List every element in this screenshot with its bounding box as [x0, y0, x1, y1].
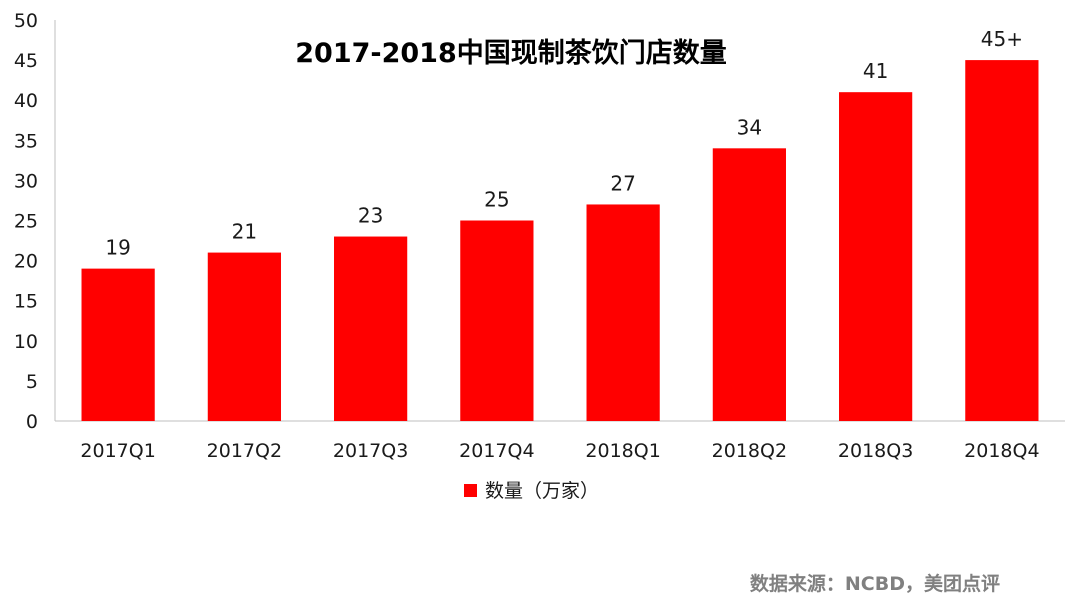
- y-tick-label: 15: [14, 291, 38, 313]
- data-labels: 19 21 23 25 27 34 41 45+: [105, 27, 1023, 260]
- y-tick-label: 0: [26, 411, 38, 433]
- x-tick-label: 2017Q1: [80, 440, 155, 462]
- data-label: 27: [610, 171, 635, 195]
- y-tick-label: 20: [14, 251, 38, 273]
- y-tick-label: 25: [14, 211, 38, 233]
- x-tick-label: 2018Q1: [585, 440, 660, 462]
- x-tick-label: 2017Q4: [459, 440, 534, 462]
- y-tick-label: 5: [26, 371, 38, 393]
- bar: [586, 204, 660, 421]
- x-tick-label: 2018Q4: [964, 440, 1039, 462]
- y-tick-label: 50: [14, 10, 38, 32]
- bar: [334, 236, 408, 421]
- x-tick-label: 2018Q2: [712, 440, 787, 462]
- data-label: 41: [863, 59, 888, 83]
- x-axis-ticks: 2017Q1 2017Q2 2017Q3 2017Q4 2018Q1 2018Q2 2018…: [80, 440, 1039, 462]
- bar: [712, 148, 786, 421]
- bar: [207, 252, 281, 421]
- bar: [965, 60, 1039, 421]
- x-tick-label: 2018Q3: [838, 440, 913, 462]
- x-tick-label: 2017Q3: [333, 440, 408, 462]
- chart-title: 2017-2018中国现制茶饮门店数量: [295, 38, 727, 69]
- y-tick-label: 30: [14, 170, 38, 192]
- source-note: 数据来源：NCBD，美团点评: [750, 572, 1000, 595]
- y-tick-label: 35: [14, 130, 38, 152]
- bar: [81, 268, 155, 421]
- y-tick-label: 10: [14, 331, 38, 353]
- legend-label: 数量（万家）: [485, 480, 599, 502]
- bar: [460, 220, 534, 421]
- data-label: 34: [737, 115, 762, 139]
- y-tick-label: 40: [14, 90, 38, 112]
- legend-swatch: [464, 484, 477, 497]
- data-label: 19: [105, 236, 130, 260]
- bar: [839, 92, 913, 422]
- data-label: 45+: [981, 27, 1023, 51]
- bars: [81, 60, 1039, 422]
- data-label: 25: [484, 188, 509, 212]
- data-label: 21: [232, 220, 257, 244]
- data-label: 23: [358, 204, 383, 228]
- y-axis-ticks: 0 5 10 15 20 25 30 35 40 45 50: [14, 10, 38, 433]
- x-tick-label: 2017Q2: [207, 440, 282, 462]
- y-tick-label: 45: [14, 50, 38, 72]
- legend: 数量（万家）: [464, 480, 599, 502]
